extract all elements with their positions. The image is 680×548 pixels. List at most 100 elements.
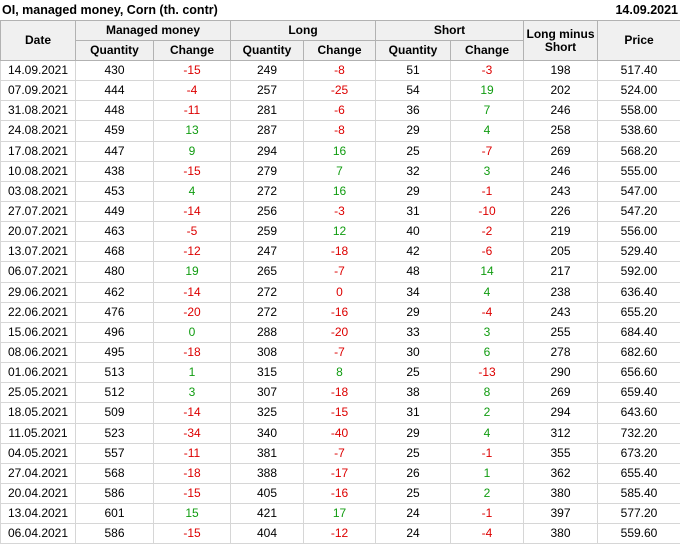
cell-mm-quantity: 512 [75,382,154,404]
table-row: 10.08.2021 438 -15 279 7 32 3 246 555.00 [0,160,680,182]
cell-mm-change: -34 [153,422,231,444]
cell-long-quantity: 405 [230,482,304,505]
table-row: 22.06.2021 476 -20 272 -16 29 -4 243 655.20 [0,301,680,323]
cell-short-quantity: 29 [375,120,452,142]
cell-date: 11.05.2021 [0,422,76,444]
cell-long-change: -18 [302,382,377,404]
table-row: 08.06.2021 495 -18 308 -7 30 6 278 682.60 [0,341,680,364]
cell-short-quantity: 24 [375,523,452,545]
table-row: 11.05.2021 523 -34 340 -40 29 4 312 732.20 [0,422,680,444]
cell-mm-change: -20 [153,301,231,323]
cell-date: 06.07.2021 [0,261,76,283]
cell-long-change: -12 [302,523,377,545]
cell-long-quantity: 388 [230,462,304,484]
cell-mm-quantity: 468 [75,241,154,263]
cell-long-change: -3 [302,200,377,223]
cell-date: 06.04.2021 [0,523,76,545]
cell-date: 20.07.2021 [0,221,76,243]
cell-price: 555.00 [597,160,680,182]
cell-mm-change: -15 [153,160,231,182]
table-row: 25.05.2021 512 3 307 -18 38 8 269 659.40 [0,382,680,404]
cell-short-change: -3 [450,59,525,82]
cell-long-change: -6 [302,100,377,122]
cell-short-change: 14 [450,261,525,283]
cell-short-change: 4 [450,281,525,303]
cell-short-quantity: 29 [375,422,452,444]
cell-short-change: -2 [450,221,525,243]
table-row: 31.08.2021 448 -11 281 -6 36 7 246 558.00 [0,100,680,122]
table-row: 06.04.2021 586 -15 404 -12 24 -4 380 559.60 [0,523,680,545]
table-row: 18.05.2021 509 -14 325 -15 31 2 294 643.60 [0,402,680,424]
cell-long-quantity: 279 [230,160,304,182]
cell-mm-change: -12 [153,241,231,263]
column-header-mm-change: Change [153,40,231,61]
cell-date: 15.06.2021 [0,321,76,343]
cell-date: 24.08.2021 [0,120,76,142]
cell-mm-change: -15 [153,482,231,505]
cell-long-change: -8 [302,120,377,142]
cell-mm-quantity: 495 [75,341,154,364]
cell-short-change: -1 [450,442,525,464]
oi-table: Date Managed money Long Short Long minus… [0,20,680,545]
cell-short-change: 2 [450,482,525,505]
cell-short-quantity: 48 [375,261,452,283]
cell-long-quantity: 340 [230,422,304,444]
cell-short-quantity: 29 [375,301,452,323]
cell-short-quantity: 24 [375,503,452,525]
table-row: 13.04.2021 601 15 421 17 24 -1 397 577.20 [0,503,680,525]
column-group-short: Short [375,20,525,41]
cell-date: 22.06.2021 [0,301,76,323]
column-group-managed-money: Managed money [75,20,231,41]
cell-short-change: -4 [450,523,525,545]
cell-short-quantity: 25 [375,362,452,384]
cell-mm-change: -14 [153,281,231,303]
cell-short-quantity: 32 [375,160,452,182]
cell-long-change: -7 [302,341,377,364]
cell-long-change: -7 [302,442,377,464]
cell-long-quantity: 288 [230,321,304,343]
cell-long-quantity: 259 [230,221,304,243]
cell-date: 13.04.2021 [0,503,76,525]
cell-long-quantity: 257 [230,80,304,102]
cell-price: 732.20 [597,422,680,444]
cell-price: 577.20 [597,503,680,525]
cell-long-quantity: 325 [230,402,304,424]
cell-date: 31.08.2021 [0,100,76,122]
cell-long-minus-short: 269 [523,140,599,162]
cell-short-change: 4 [450,120,525,142]
titlebar: OI, managed money, Corn (th. contr) 14.0… [0,0,680,20]
cell-long-minus-short: 243 [523,180,599,202]
cell-long-minus-short: 294 [523,402,599,424]
cell-short-change: 3 [450,160,525,182]
cell-date: 08.06.2021 [0,341,76,364]
cell-long-minus-short: 290 [523,362,599,384]
column-header-short-change: Change [450,40,525,61]
cell-price: 673.20 [597,442,680,464]
cell-mm-quantity: 509 [75,402,154,424]
cell-long-change: -17 [302,462,377,484]
column-header-price: Price [597,20,680,61]
cell-mm-quantity: 453 [75,180,154,202]
cell-mm-quantity: 430 [75,59,154,82]
cell-price: 592.00 [597,261,680,283]
cell-short-quantity: 25 [375,140,452,162]
cell-short-change: 7 [450,100,525,122]
cell-mm-quantity: 459 [75,120,154,142]
cell-price: 643.60 [597,402,680,424]
cell-price: 556.00 [597,221,680,243]
cell-date: 13.07.2021 [0,241,76,263]
column-group-long: Long [229,20,377,41]
cell-short-change: 8 [450,382,525,404]
cell-short-change: 19 [450,80,525,102]
cell-mm-quantity: 586 [75,523,154,545]
column-header-long-change: Change [302,40,377,61]
cell-short-quantity: 31 [375,200,452,223]
table-row: 27.07.2021 449 -14 256 -3 31 -10 226 547.20 [0,200,680,223]
cell-mm-quantity: 447 [75,140,154,162]
cell-long-change: -16 [302,482,377,505]
cell-short-change: -10 [450,200,525,223]
table-body: 14.09.2021 430 -15 249 -8 51 -3 198 517.40 07.09.… [0,59,680,545]
cell-short-quantity: 25 [375,442,452,464]
cell-mm-change: -14 [153,402,231,424]
cell-long-minus-short: 278 [523,341,599,364]
